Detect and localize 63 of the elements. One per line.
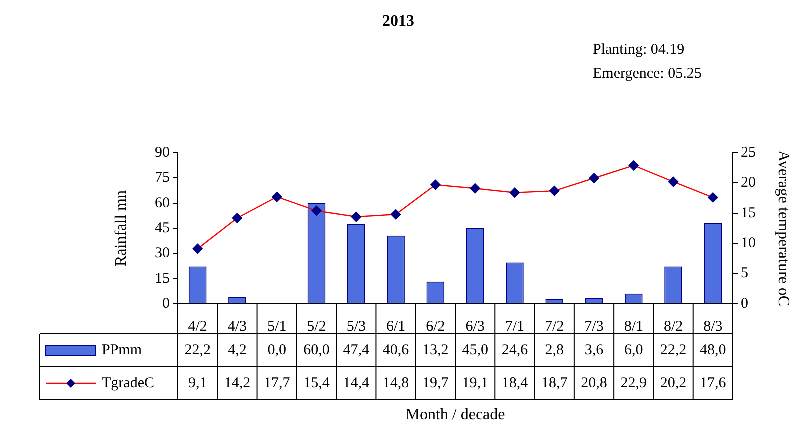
y2-tick-label: 5 xyxy=(741,266,748,282)
y-tick-label: 60 xyxy=(155,195,170,212)
data-label: 14,8 xyxy=(382,375,410,392)
data-label: 20,2 xyxy=(660,375,687,392)
x-tick-label: 5/3 xyxy=(346,318,366,335)
x-tick-label: 7/3 xyxy=(584,318,604,335)
data-label: 18,7 xyxy=(541,375,568,392)
x-tick-label: 6/2 xyxy=(426,318,446,335)
data-label: 60,0 xyxy=(304,342,330,358)
data-label: 18,4 xyxy=(502,375,529,392)
x-tick-label: 8/3 xyxy=(704,318,723,335)
y-tick-label: 0 xyxy=(162,296,170,312)
data-label: 2,8 xyxy=(545,342,564,358)
data-label: 14,2 xyxy=(224,375,251,392)
x-tick-label: 6/3 xyxy=(466,318,485,335)
chart-title: 2013 xyxy=(382,13,414,30)
data-label: 48,0 xyxy=(700,342,726,358)
data-label: 17,6 xyxy=(700,375,727,392)
data-label: 20,8 xyxy=(581,375,608,392)
data-label: 22,9 xyxy=(620,375,648,392)
y2-axis-title: Average temperature oC xyxy=(775,150,792,307)
y2-tick-label: 10 xyxy=(741,236,756,252)
y-axis-title: Rainfall mn xyxy=(112,190,130,266)
y2-tick-label: 0 xyxy=(741,296,748,312)
data-label: 22,2 xyxy=(184,342,211,358)
x-tick-label: 4/3 xyxy=(228,318,248,335)
y2-tick-label: 15 xyxy=(741,205,756,222)
x-tick-label: 7/2 xyxy=(545,318,564,335)
x-tick-label: 5/2 xyxy=(307,318,326,335)
data-label: 17,7 xyxy=(264,375,291,392)
x-tick-label: 5/1 xyxy=(268,318,287,335)
data-label: 45,0 xyxy=(462,342,488,358)
data-label: 22,2 xyxy=(660,342,687,358)
text: Planting: 04.19 xyxy=(593,42,685,58)
legend-label: PPmm xyxy=(102,342,142,358)
data-label: 3,6 xyxy=(584,342,604,358)
x-tick-label: 4/2 xyxy=(188,318,208,335)
legend-label: TgradeC xyxy=(102,375,154,392)
data-label: 47,4 xyxy=(343,342,370,358)
x-tick-label: 8/1 xyxy=(624,318,644,335)
data-label: 19,1 xyxy=(462,375,488,392)
text: Emergence: 05.25 xyxy=(593,66,702,82)
x-tick-label: 6/1 xyxy=(386,318,406,335)
y2-tick-label: 20 xyxy=(741,175,756,192)
data-label: 19,7 xyxy=(422,375,450,392)
data-label: 6,0 xyxy=(624,342,644,358)
data-label: 13,2 xyxy=(422,342,449,358)
data-label: 0,0 xyxy=(268,342,286,358)
data-label: 40,6 xyxy=(382,342,410,358)
data-label: 9,1 xyxy=(188,375,208,392)
y-tick-label: 30 xyxy=(155,246,170,262)
x-axis-title: Month / decade xyxy=(406,406,506,424)
y-tick-label: 90 xyxy=(155,144,170,161)
y-tick-label: 45 xyxy=(155,220,170,236)
y-tick-label: 15 xyxy=(155,270,170,287)
data-label: 24,6 xyxy=(502,342,529,358)
data-label: 15,4 xyxy=(304,375,330,392)
data-label: 4,2 xyxy=(228,342,247,358)
y2-tick-label: 25 xyxy=(741,144,756,161)
y-tick-label: 75 xyxy=(155,170,170,186)
data-label: 14,4 xyxy=(343,375,370,392)
x-tick-label: 7/1 xyxy=(505,318,525,335)
x-tick-label: 8/2 xyxy=(664,318,684,335)
